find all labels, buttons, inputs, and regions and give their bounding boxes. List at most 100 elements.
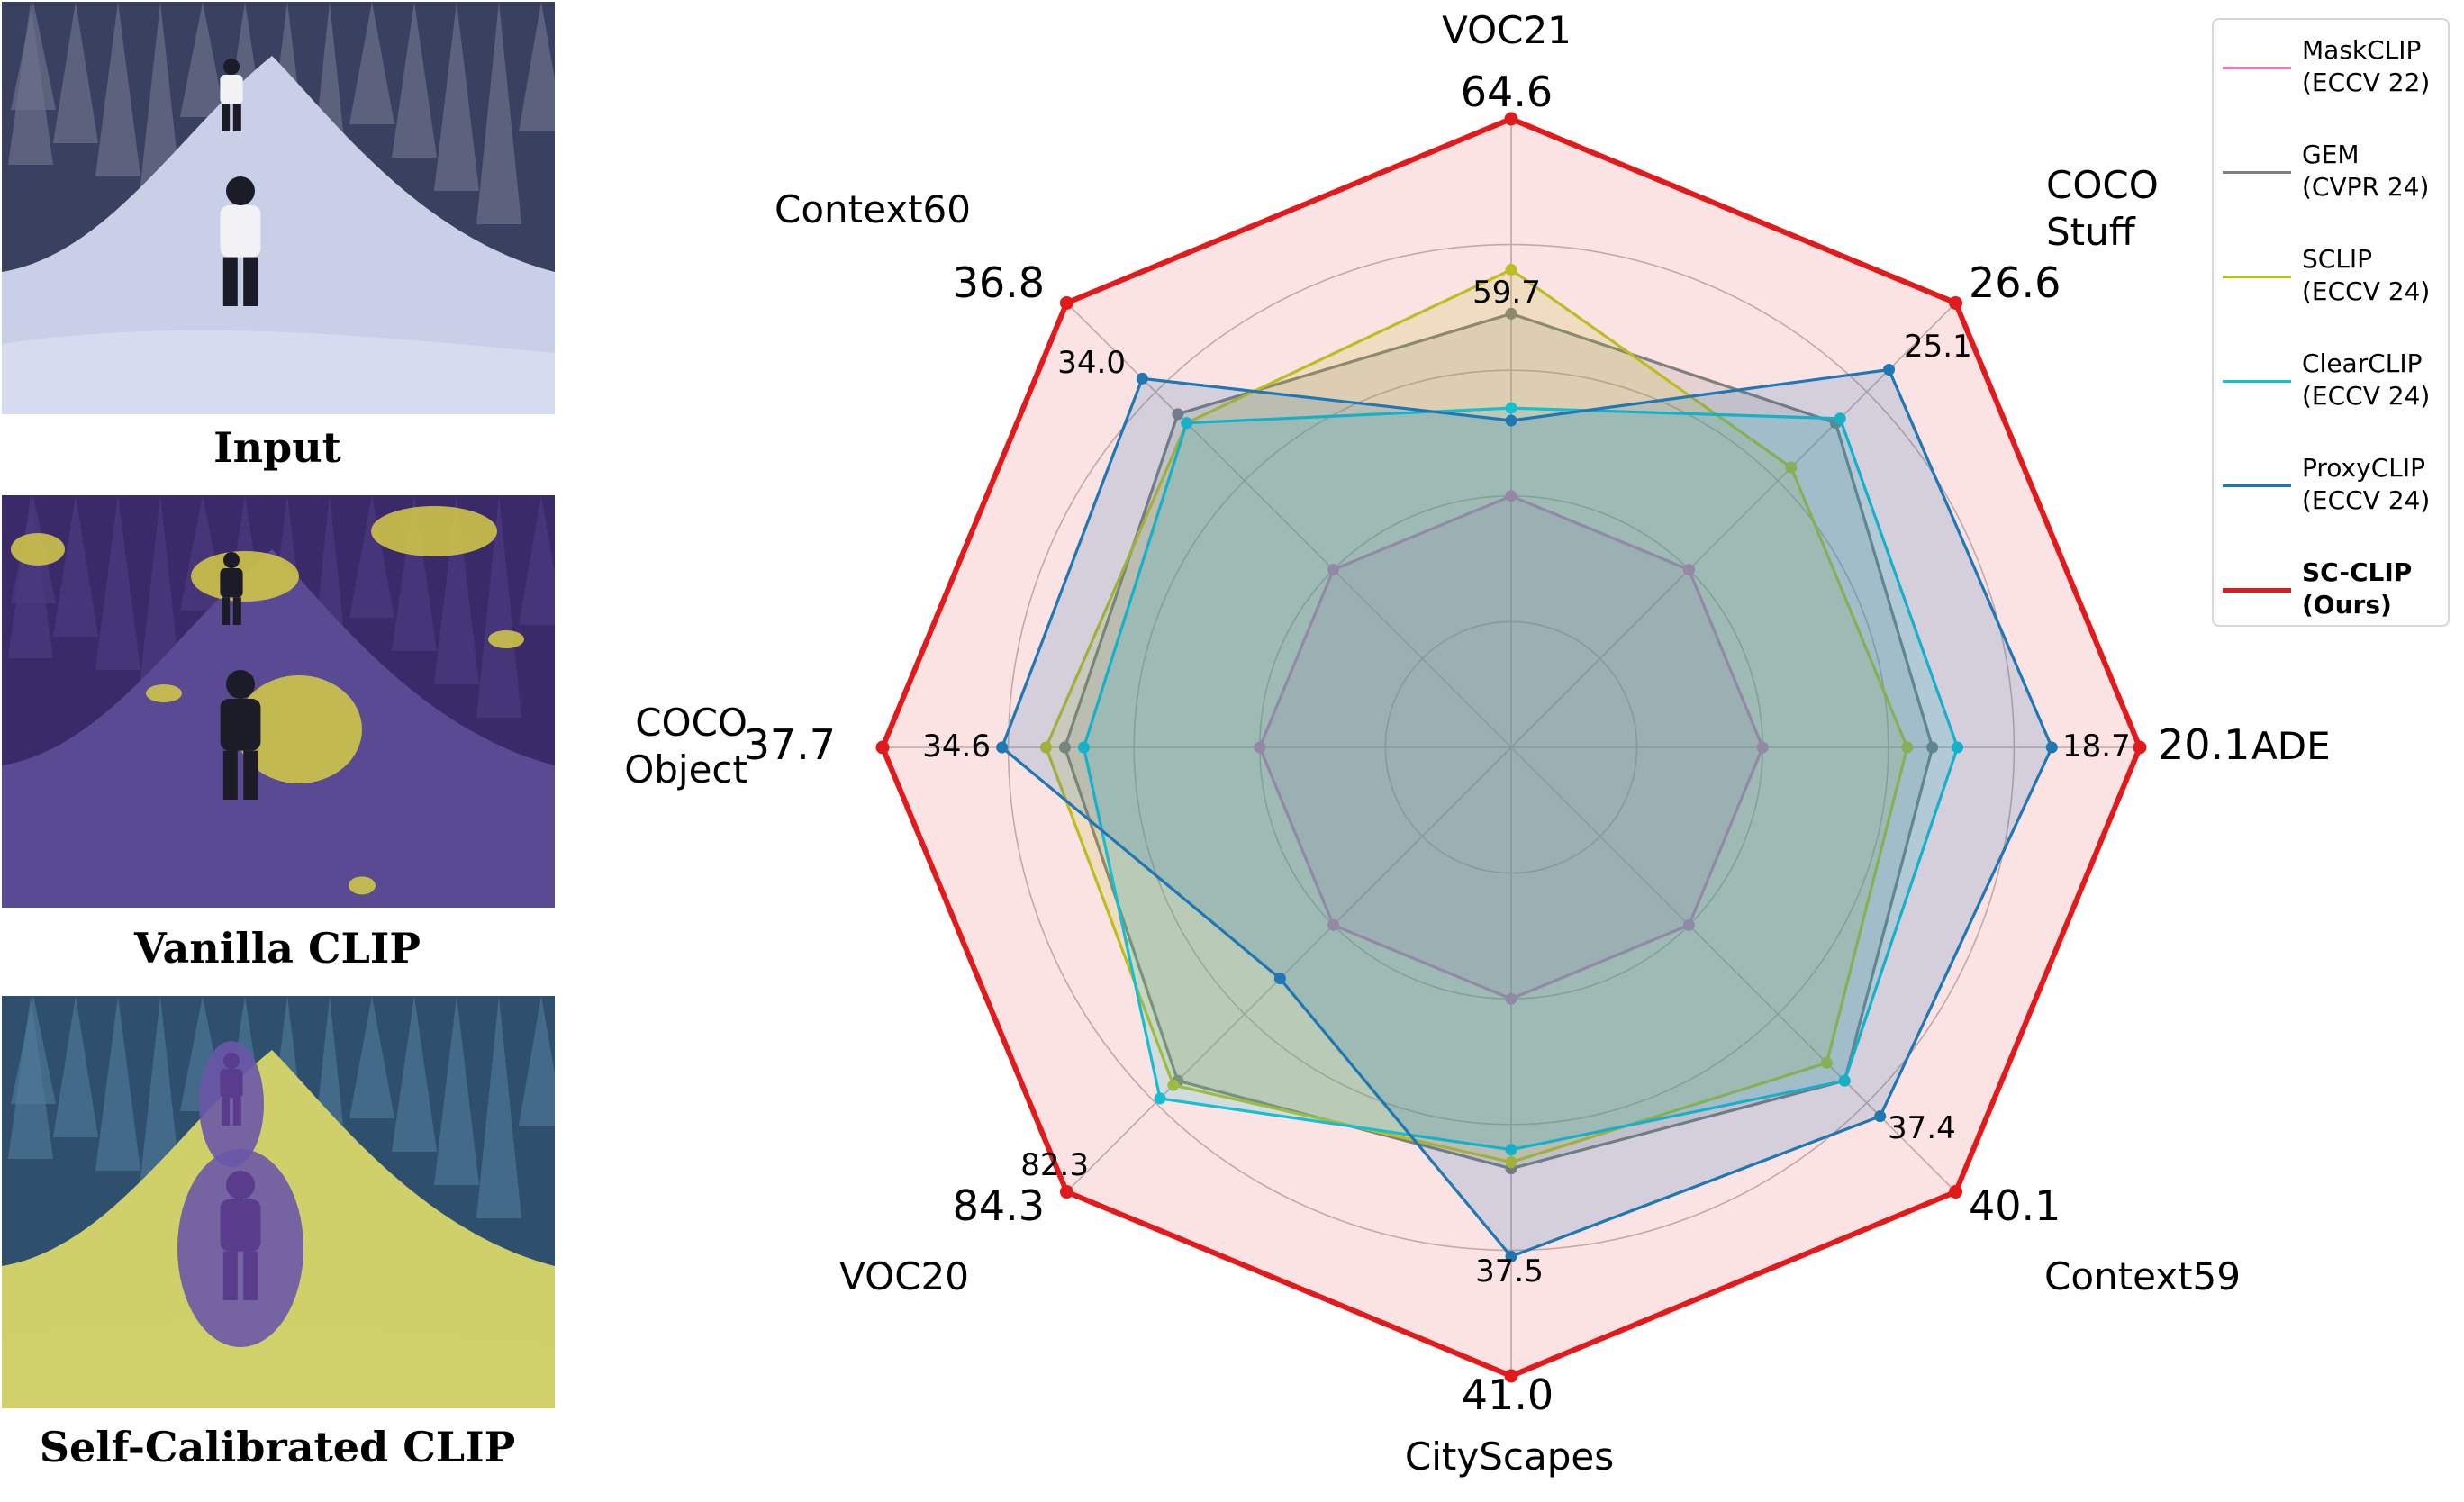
tree xyxy=(53,495,98,637)
series-sc-clip-point xyxy=(1504,1369,1518,1383)
series-sc-clip-point xyxy=(875,740,890,755)
axis-label: CityScapes xyxy=(1405,1434,1614,1479)
tree xyxy=(95,2,140,176)
axis-label: ADE xyxy=(2251,724,2331,768)
legend-series-name: SCLIP xyxy=(2302,244,2373,274)
highlight-blob xyxy=(371,506,497,556)
axis-max-label: 36.8 xyxy=(953,258,1045,307)
axis-label: VOC21 xyxy=(1442,8,1572,52)
legend-series-name: MaskCLIP xyxy=(2302,35,2422,65)
axis-max-label: 37.7 xyxy=(744,720,836,769)
series-proxyclip-point xyxy=(2045,741,2058,754)
series-clearclip-point xyxy=(1834,412,1846,425)
series-maskclip-point xyxy=(1327,918,1340,931)
tree xyxy=(392,495,437,651)
series-sc-clip-point xyxy=(1949,295,1963,310)
skier-mask xyxy=(199,1041,264,1167)
axis-max-label: 41.0 xyxy=(1462,1371,1554,1419)
tree xyxy=(349,495,394,618)
tree xyxy=(434,495,479,684)
legend-swatch xyxy=(2223,171,2291,174)
skier-body xyxy=(220,1069,243,1099)
legend-series-name: SC-CLIP xyxy=(2302,557,2413,587)
tree xyxy=(95,996,140,1171)
series-maskclip-point xyxy=(1682,564,1695,576)
input-image xyxy=(2,2,555,414)
axis-inner-label: 25.1 xyxy=(1904,329,1972,365)
tree xyxy=(434,2,479,191)
series-sc-clip-point xyxy=(1949,1185,1963,1199)
series-sclip-point xyxy=(1785,461,1798,474)
axis-label: Object xyxy=(624,747,747,792)
highlight-blob xyxy=(146,684,182,702)
tree xyxy=(434,996,479,1185)
skier-leg xyxy=(222,597,231,625)
series-maskclip-point xyxy=(1505,490,1517,502)
skier-leg xyxy=(222,750,238,800)
legend-item: SCLIP (ECCV 24) xyxy=(2214,241,2451,313)
skier-head xyxy=(226,670,255,699)
series-sclip-point xyxy=(1505,1156,1517,1169)
legend-swatch xyxy=(2223,484,2291,487)
skier-leg xyxy=(232,1098,241,1126)
series-proxyclip-point xyxy=(1505,1250,1517,1262)
skier-leg xyxy=(232,104,241,131)
axis-label: Context59 xyxy=(2044,1254,2241,1298)
tree xyxy=(8,495,53,658)
series-clearclip-point xyxy=(1154,1092,1166,1105)
tree xyxy=(519,2,555,131)
snow-foreground xyxy=(2,823,555,908)
skier-head xyxy=(226,1171,255,1199)
axis-max-label: 26.6 xyxy=(1969,258,2061,307)
grid-spoke xyxy=(1065,746,1512,1193)
legend-item: ClearCLIP (ECCV 24) xyxy=(2214,346,2451,418)
skier-body xyxy=(220,568,243,598)
axis-label: Context60 xyxy=(775,187,971,231)
legend-series-venue: (CVPR 24) xyxy=(2302,172,2430,202)
series-sc-clip-point xyxy=(1059,1185,1073,1199)
grid-spoke xyxy=(1510,302,1957,748)
series-proxyclip-point xyxy=(1505,414,1517,427)
highlight-blob xyxy=(236,675,362,783)
axis-inner-label: 59.7 xyxy=(1472,275,1541,311)
series-maskclip-point xyxy=(1254,741,1266,754)
highlight-blob xyxy=(488,630,524,648)
skier-leg xyxy=(222,104,231,131)
legend-series-name: ClearCLIP xyxy=(2302,348,2423,378)
legend-swatch xyxy=(2223,588,2291,593)
tree xyxy=(8,996,53,1159)
axis-max-label: 40.1 xyxy=(1969,1181,2061,1230)
legend-label: SCLIP (ECCV 24) xyxy=(2302,243,2451,308)
snow-slope xyxy=(2,56,555,414)
series-clearclip-point xyxy=(1505,402,1517,414)
tree xyxy=(476,996,521,1218)
skier-body xyxy=(220,699,261,751)
vanilla-clip-image xyxy=(2,495,555,908)
tree xyxy=(349,2,394,124)
skier-leg xyxy=(222,1098,231,1126)
series-clearclip-point xyxy=(1838,1074,1851,1087)
series-sc-clip-point xyxy=(1059,295,1073,310)
axis-inner-label: 34.0 xyxy=(1057,345,1126,381)
legend-label: SC-CLIP (Ours) xyxy=(2302,556,2451,621)
skier-leg xyxy=(243,257,258,306)
axis-label: Stuff xyxy=(2046,210,2136,254)
series-clearclip-point xyxy=(1181,417,1193,430)
series-gem-point xyxy=(1172,408,1184,421)
skier-leg xyxy=(243,750,258,800)
tree xyxy=(476,2,521,224)
series-proxyclip-point xyxy=(1874,1110,1887,1123)
tree xyxy=(519,996,555,1126)
series-maskclip-point xyxy=(1682,918,1695,931)
tree xyxy=(519,495,555,625)
skier-leg xyxy=(222,1251,238,1300)
tree xyxy=(349,996,394,1118)
skier-leg xyxy=(243,1251,258,1300)
axis-label: VOC20 xyxy=(839,1254,969,1298)
series-sclip-point xyxy=(1039,741,1052,754)
series-proxyclip-point xyxy=(1136,372,1148,385)
snow-foreground xyxy=(2,1324,555,1408)
legend: MaskCLIP (ECCV 22) GEM (CVPR 24) SCLIP (ECCV … xyxy=(2212,18,2450,627)
legend-series-name: GEM xyxy=(2302,140,2360,169)
